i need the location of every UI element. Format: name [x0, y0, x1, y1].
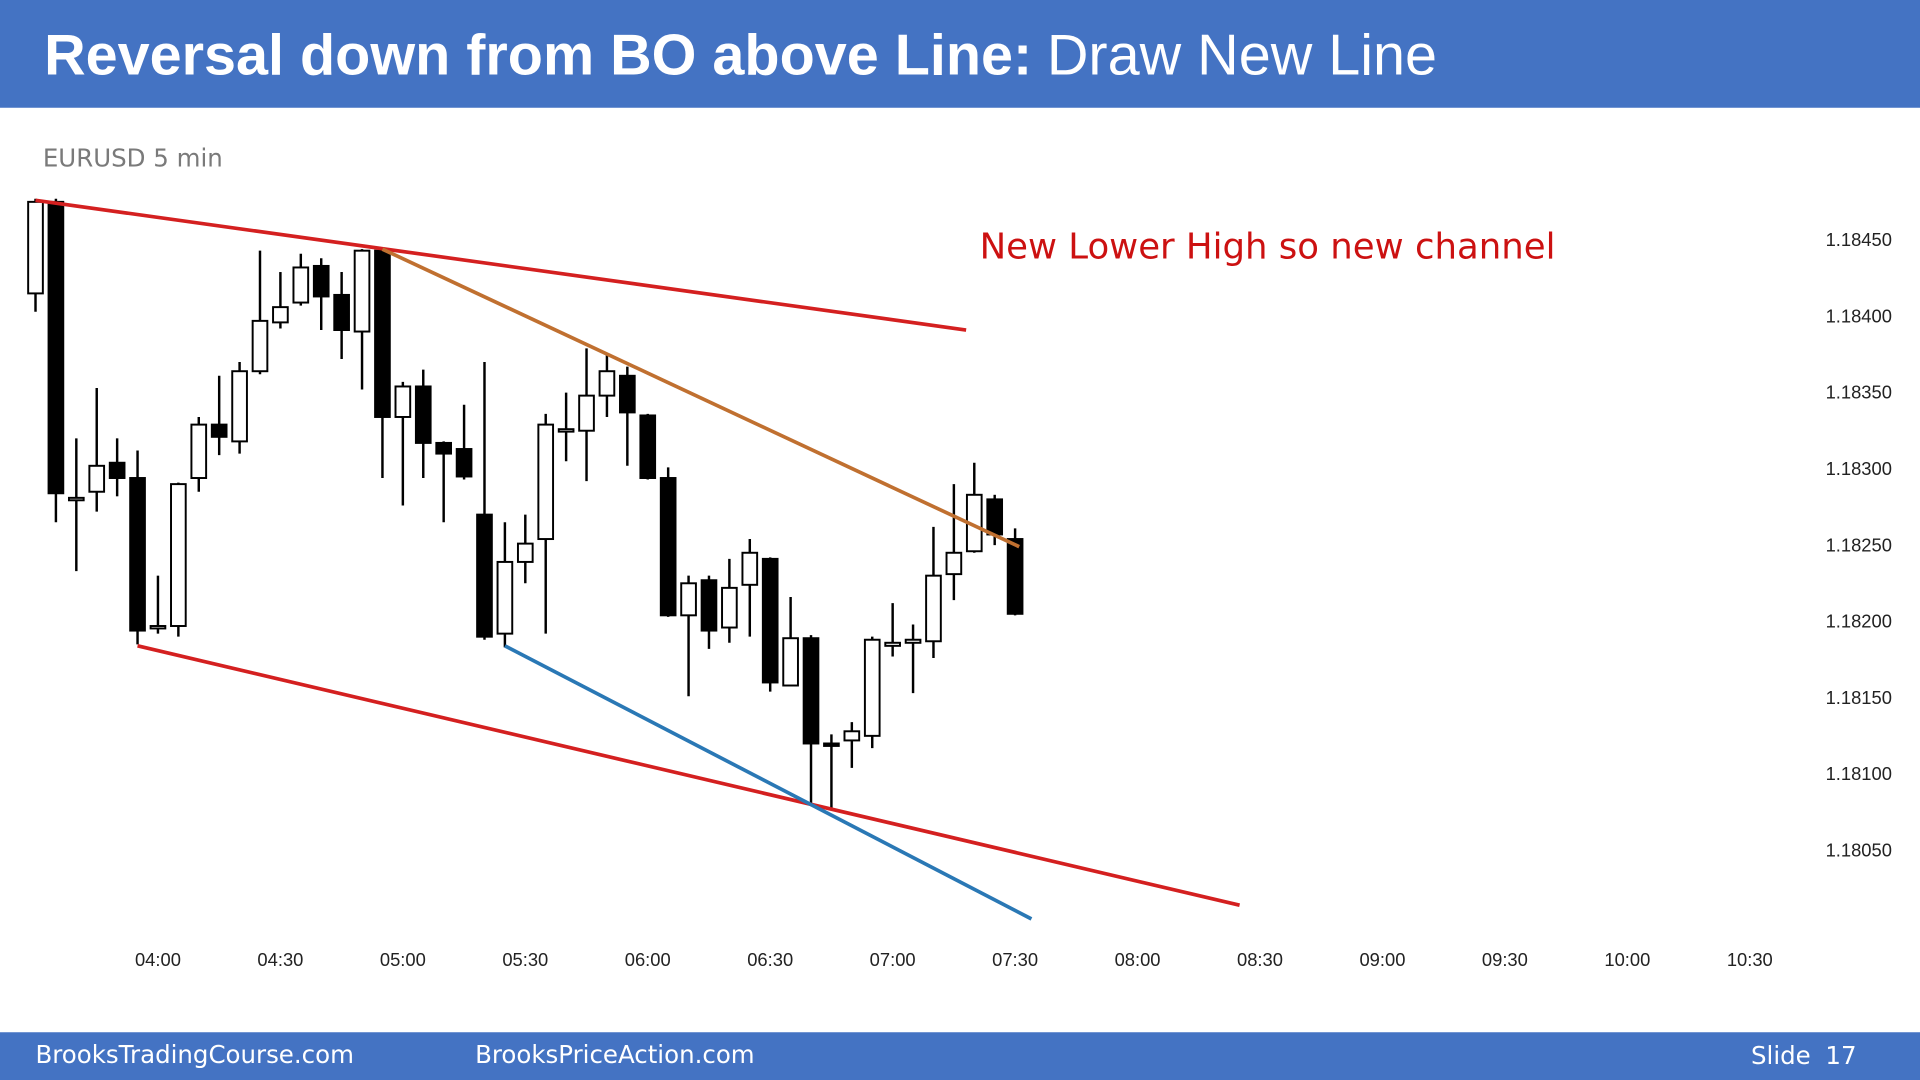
x-tick-label: 04:00: [135, 949, 181, 970]
x-tick-label: 09:00: [1359, 949, 1405, 970]
y-tick-label: 1.18250: [1826, 534, 1892, 555]
x-tick-label: 06:30: [747, 949, 793, 970]
candle-body: [67, 496, 85, 502]
trend-line: [381, 247, 1020, 549]
candle-body: [782, 637, 799, 687]
candle-body: [496, 560, 514, 635]
candle-body: [129, 477, 146, 632]
slide-num: 17: [1825, 1041, 1856, 1070]
candle-body: [578, 394, 595, 432]
candle-body: [414, 385, 432, 444]
candle-body: [925, 574, 942, 643]
candle-body: [1006, 538, 1024, 615]
x-tick-label: 08:00: [1115, 949, 1161, 970]
candle-body: [251, 319, 269, 373]
candle-body: [210, 423, 228, 438]
y-tick-label: 1.18050: [1826, 839, 1892, 860]
candle-body: [435, 441, 452, 455]
x-tick-label: 09:30: [1482, 949, 1528, 970]
candle-body: [761, 557, 779, 684]
candle-body: [476, 513, 493, 638]
candle-body: [88, 464, 106, 493]
y-tick-label: 1.18350: [1826, 382, 1892, 403]
candle-body: [843, 730, 861, 742]
candle-body: [353, 249, 371, 333]
x-tick-label: 07:30: [992, 949, 1038, 970]
footer-band: [0, 1032, 1920, 1080]
annotation: New Lower High so new channel: [980, 226, 1556, 267]
candle-body: [639, 414, 657, 479]
trend-line: [504, 644, 1033, 921]
candle-body: [884, 641, 901, 647]
candle-body: [394, 385, 412, 418]
y-tick-label: 1.18300: [1826, 458, 1892, 479]
candle-body: [598, 370, 616, 397]
candle-body: [986, 498, 1004, 536]
candle-body: [945, 551, 963, 576]
y-tick-label: 1.18100: [1826, 763, 1892, 784]
candle-body: [516, 542, 534, 563]
x-tick-label: 04:30: [257, 949, 303, 970]
candle-body: [374, 249, 391, 418]
candle-body: [904, 638, 922, 644]
candle-body: [455, 448, 473, 478]
candle-body: [802, 637, 820, 745]
candle-body: [272, 306, 289, 324]
y-tick-label: 1.18150: [1826, 687, 1892, 708]
y-tick-label: 1.18450: [1826, 229, 1892, 250]
x-tick-label: 08:30: [1237, 949, 1283, 970]
candle-body: [721, 586, 738, 629]
footer-left: BrooksTradingCourse.com: [36, 1040, 354, 1069]
plot: 1.18050 1.18100 1.18150 1.18200 1.18250 1.183…: [27, 198, 1892, 970]
title-rest: Draw New Line: [1047, 24, 1437, 88]
candle-body: [557, 428, 575, 433]
x-tick-label: 10:30: [1727, 949, 1773, 970]
x-tick-label: 07:00: [870, 949, 916, 970]
candle-body: [537, 423, 555, 541]
trend-line: [35, 198, 967, 332]
candle-body: [108, 461, 126, 479]
chart-title: EURUSD 5 min: [43, 144, 223, 173]
candle-body: [47, 200, 65, 495]
x-tick-label: 10:00: [1604, 949, 1650, 970]
candle-body: [27, 200, 44, 295]
candle-body: [170, 483, 187, 627]
candle-body: [149, 625, 167, 630]
candle-body: [231, 370, 248, 443]
candle-body: [659, 477, 677, 617]
y-tick-label: 1.18200: [1826, 611, 1892, 632]
footer-center: BrooksPriceAction.com: [475, 1040, 755, 1069]
candle-body: [190, 423, 208, 479]
candle-body: [823, 742, 840, 747]
candle-body: [863, 638, 881, 737]
candle-body: [700, 579, 718, 632]
candle-body: [619, 374, 636, 414]
x-tick-label: 05:30: [502, 949, 548, 970]
trend-line: [137, 644, 1241, 907]
candle-body: [292, 266, 310, 304]
slide-number: Slide 17: [1751, 1041, 1857, 1070]
candle-body: [741, 551, 759, 586]
x-tick-label: 06:00: [625, 949, 671, 970]
slide-label: Slide: [1751, 1041, 1811, 1070]
candle-body: [333, 293, 350, 331]
candle-body: [680, 582, 697, 617]
y-tick-label: 1.18400: [1826, 305, 1892, 326]
slide-title: Reversal down from BO above Line: Draw Ne…: [44, 24, 1437, 88]
x-tick-label: 05:00: [380, 949, 426, 970]
title-main: Reversal down from BO above Line:: [44, 24, 1032, 88]
header-band: [0, 0, 1920, 108]
candle-body: [312, 264, 330, 298]
